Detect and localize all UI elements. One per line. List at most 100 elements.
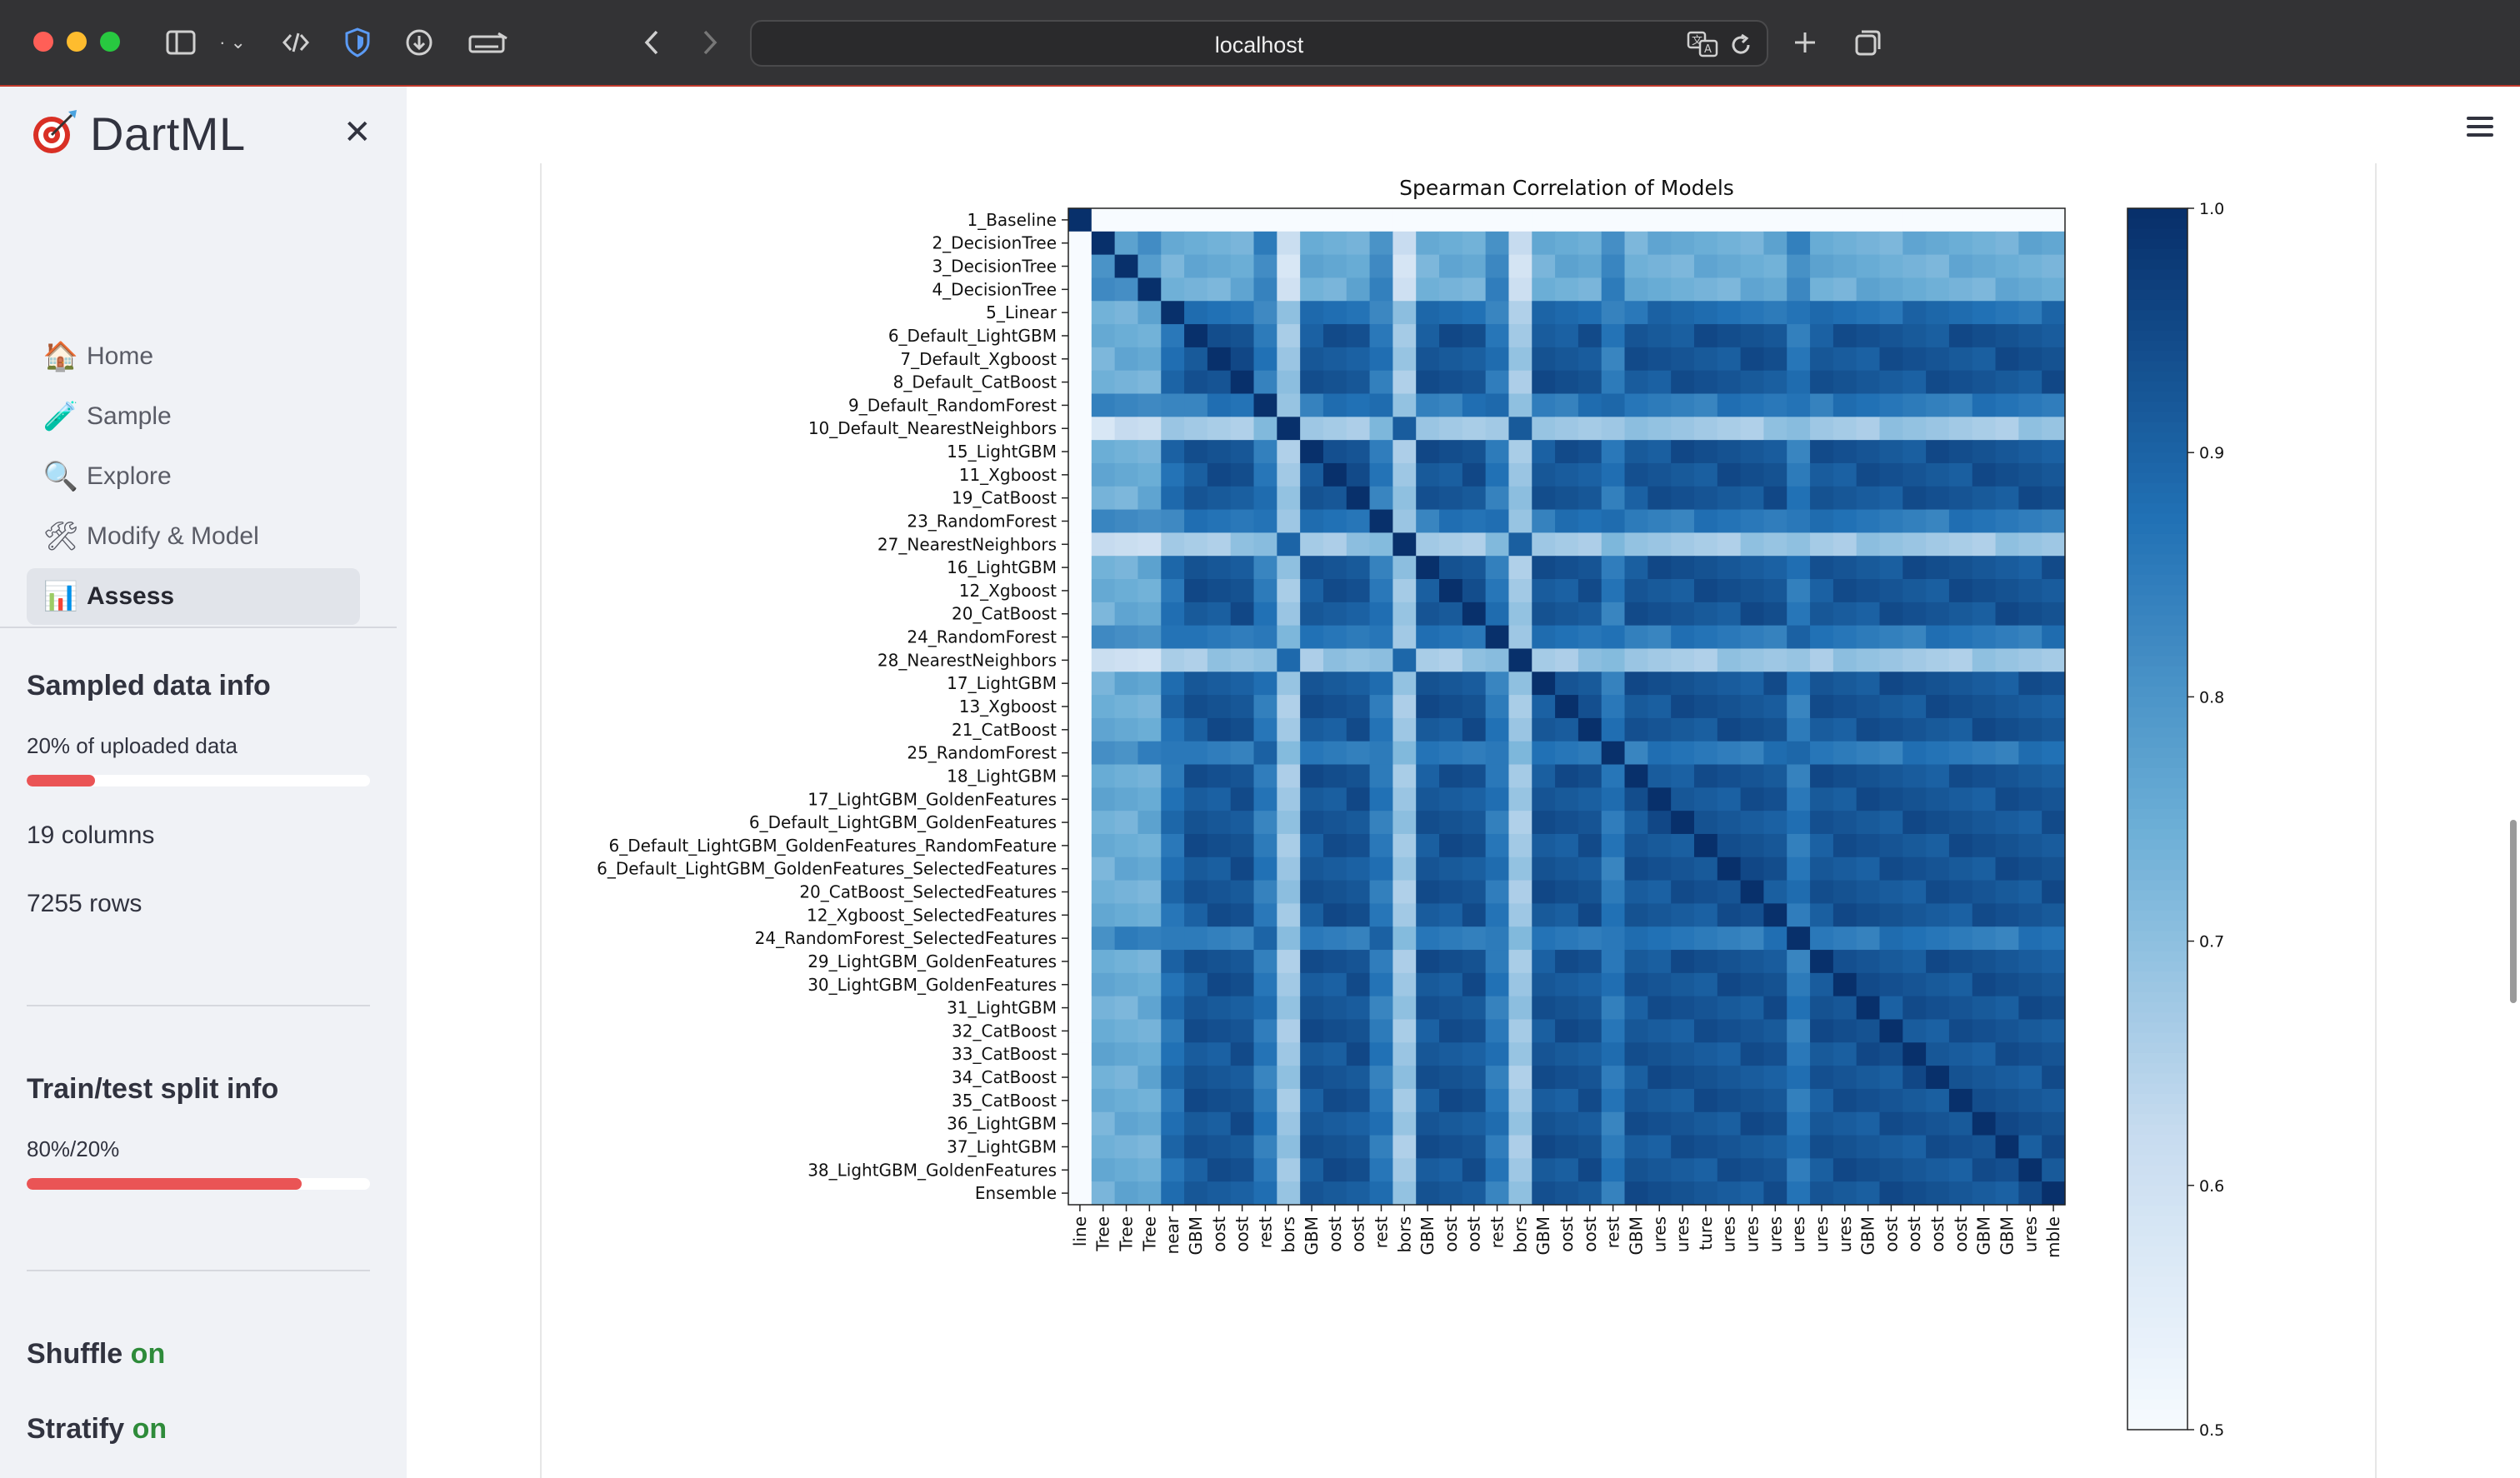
- page-scrollbar[interactable]: [2510, 820, 2517, 1003]
- heatmap-cell: [1392, 811, 1417, 835]
- heatmap-cell: [2042, 277, 2066, 302]
- heatmap-cell: [1832, 926, 1858, 951]
- x-tick-label: rest: [1371, 1216, 1391, 1249]
- heatmap-cell: [1601, 532, 1626, 557]
- tab-group-chevron-icon[interactable]: · ⌄: [219, 32, 246, 52]
- heatmap-cell: [1091, 741, 1116, 766]
- heatmap-cell: [1926, 1158, 1950, 1182]
- heatmap-cell: [1138, 972, 1162, 997]
- hamburger-menu-icon[interactable]: [2467, 117, 2493, 142]
- heatmap-cell: [1207, 972, 1232, 997]
- heatmap-cell: [2042, 764, 2066, 788]
- heatmap-cell: [1832, 717, 1858, 742]
- heatmap-cell: [1114, 347, 1139, 372]
- heatmap-cell: [1879, 1088, 1903, 1113]
- heatmap-cell: [2018, 903, 2042, 927]
- heatmap-cell: [1369, 880, 1393, 905]
- new-tab-plus-icon[interactable]: [1787, 23, 1823, 62]
- heatmap-cell: [2042, 1042, 2066, 1066]
- heatmap-cell: [1091, 208, 1116, 232]
- sidebar-toggle-icon[interactable]: [160, 23, 202, 62]
- heatmap-cell: [1740, 370, 1765, 395]
- heatmap-cell: [1948, 1111, 1973, 1136]
- heatmap-cell: [1091, 1111, 1116, 1136]
- heatmap-cell: [1972, 1088, 1997, 1113]
- back-arrow-icon[interactable]: [633, 23, 670, 62]
- nav-item-home[interactable]: 🏠 Home: [27, 328, 360, 385]
- heatmap-cell: [1648, 833, 1672, 858]
- heatmap-cell: [1972, 903, 1997, 927]
- heatmap-cell: [1462, 625, 1487, 650]
- close-icon[interactable]: ✕: [343, 114, 372, 151]
- heatmap-cell: [1763, 486, 1788, 511]
- heatmap-cell: [1856, 486, 1881, 511]
- heatmap-cell: [1995, 277, 2019, 302]
- heatmap-cell: [1346, 972, 1371, 997]
- colorbar-segment: [2128, 859, 2188, 871]
- download-icon[interactable]: [398, 23, 440, 62]
- heatmap-cell: [1439, 787, 1463, 811]
- keyboard-icon[interactable]: [463, 23, 513, 62]
- heatmap-cell: [1277, 972, 1301, 997]
- heatmap-cell: [1138, 602, 1162, 627]
- colorbar-segment: [2128, 493, 2188, 505]
- heatmap-cell: [2042, 301, 2066, 325]
- heatmap-cell: [1230, 787, 1255, 811]
- heatmap-cell: [1485, 717, 1510, 742]
- nav-item-sample[interactable]: 🧪 Sample: [27, 388, 360, 445]
- forward-arrow-icon[interactable]: [692, 23, 728, 62]
- heatmap-cell: [1787, 370, 1811, 395]
- heatmap-cell: [1462, 208, 1487, 232]
- heatmap-cell: [1578, 856, 1602, 881]
- heatmap-cell: [1763, 1042, 1788, 1066]
- heatmap-cell: [1091, 787, 1116, 811]
- heatmap-cell: [1230, 856, 1255, 881]
- heatmap-cell: [1346, 324, 1371, 348]
- split-progress-bar: [27, 1178, 370, 1190]
- heatmap-cell: [2018, 880, 2042, 905]
- nav-item-explore[interactable]: 🔍 Explore: [27, 448, 360, 505]
- heatmap-cell: [1068, 532, 1092, 557]
- heatmap-cell: [1902, 880, 1927, 905]
- heatmap-cell: [1972, 880, 1997, 905]
- heatmap-cell: [1277, 208, 1301, 232]
- tabs-overview-icon[interactable]: [1850, 23, 1887, 62]
- colorbar-segment: [2128, 890, 2188, 901]
- heatmap-cell: [1832, 370, 1858, 395]
- colorbar-segment: [2128, 1338, 2188, 1350]
- reload-icon[interactable]: [1728, 32, 1753, 62]
- heatmap-cell: [1740, 996, 1765, 1021]
- close-window-button[interactable]: [33, 32, 53, 52]
- colorbar-segment: [2128, 544, 2188, 556]
- heatmap-cell: [1902, 787, 1927, 811]
- colorbar-segment: [2128, 1083, 2188, 1095]
- heatmap-cell: [1184, 440, 1208, 464]
- heatmap-cell: [1114, 324, 1139, 348]
- heatmap-cell: [1948, 208, 1973, 232]
- code-icon[interactable]: [275, 23, 317, 62]
- heatmap-cell: [1253, 208, 1278, 232]
- heatmap-cell: [1138, 625, 1162, 650]
- nav-item-modify-model[interactable]: 🛠 Modify & Model: [27, 508, 360, 565]
- heatmap-cell: [1091, 462, 1116, 487]
- heatmap-cell: [1601, 903, 1626, 927]
- heatmap-cell: [1161, 972, 1185, 997]
- heatmap-cell: [2018, 301, 2042, 325]
- zoom-window-button[interactable]: [100, 32, 120, 52]
- heatmap-cell: [1416, 764, 1440, 788]
- minimize-window-button[interactable]: [67, 32, 87, 52]
- colorbar-segment: [2128, 1226, 2188, 1237]
- nav-item-assess[interactable]: 📊 Assess: [27, 568, 360, 625]
- heatmap-cell: [1879, 462, 1903, 487]
- heatmap-cell: [1832, 231, 1858, 256]
- heatmap-cell: [1091, 417, 1116, 441]
- x-tick-label: GBM: [1997, 1216, 2017, 1255]
- heatmap-cell: [1114, 1158, 1139, 1182]
- shield-icon[interactable]: [337, 23, 378, 62]
- heatmap-cell: [1300, 764, 1324, 788]
- heatmap-cell: [1717, 532, 1742, 557]
- heatmap-cell: [1902, 972, 1927, 997]
- heatmap-cell: [1322, 1158, 1348, 1182]
